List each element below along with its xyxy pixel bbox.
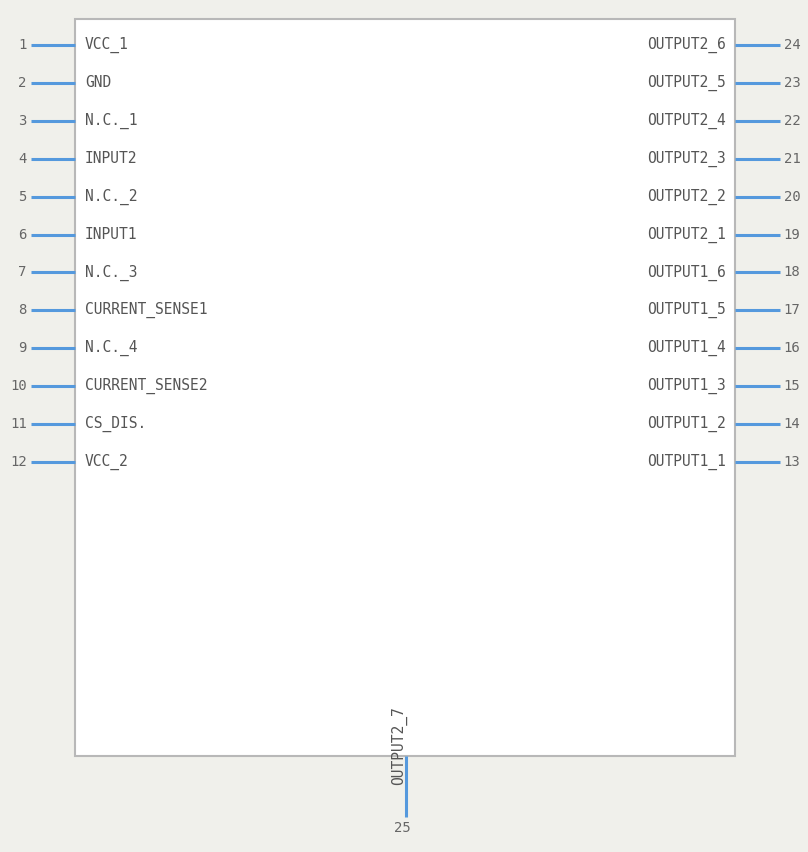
Text: CURRENT_SENSE2: CURRENT_SENSE2 <box>85 378 208 394</box>
Text: OUTPUT2_1: OUTPUT2_1 <box>647 227 726 243</box>
Text: 5: 5 <box>19 190 27 204</box>
Text: OUTPUT1_6: OUTPUT1_6 <box>647 264 726 280</box>
Text: VCC_1: VCC_1 <box>85 37 128 53</box>
Text: OUTPUT2_4: OUTPUT2_4 <box>647 112 726 129</box>
Text: 8: 8 <box>19 303 27 318</box>
Text: N.C._1: N.C._1 <box>85 112 137 129</box>
Text: 21: 21 <box>784 152 801 166</box>
Text: 22: 22 <box>784 114 801 128</box>
Text: OUTPUT1_5: OUTPUT1_5 <box>647 302 726 319</box>
Bar <box>75 19 735 756</box>
Text: GND: GND <box>85 76 111 90</box>
Text: 3: 3 <box>19 114 27 128</box>
Text: OUTPUT2_5: OUTPUT2_5 <box>647 75 726 91</box>
Text: OUTPUT1_4: OUTPUT1_4 <box>647 340 726 356</box>
Text: 7: 7 <box>19 266 27 279</box>
Text: 14: 14 <box>784 417 801 431</box>
Text: 15: 15 <box>784 379 801 394</box>
Text: 10: 10 <box>10 379 27 394</box>
Text: N.C._2: N.C._2 <box>85 188 137 204</box>
Text: 6: 6 <box>19 227 27 242</box>
Text: 23: 23 <box>784 76 801 90</box>
Text: 19: 19 <box>784 227 801 242</box>
Text: CS_DIS.: CS_DIS. <box>85 416 146 432</box>
Text: OUTPUT1_1: OUTPUT1_1 <box>647 454 726 470</box>
Text: 11: 11 <box>10 417 27 431</box>
Text: 12: 12 <box>10 455 27 469</box>
Text: OUTPUT2_7: OUTPUT2_7 <box>391 706 407 785</box>
Text: 1: 1 <box>19 38 27 52</box>
Text: CURRENT_SENSE1: CURRENT_SENSE1 <box>85 302 208 319</box>
Text: 2: 2 <box>19 76 27 90</box>
Text: OUTPUT1_3: OUTPUT1_3 <box>647 378 726 394</box>
Text: OUTPUT2_6: OUTPUT2_6 <box>647 37 726 53</box>
Text: 4: 4 <box>19 152 27 166</box>
Text: INPUT2: INPUT2 <box>85 152 137 166</box>
Text: N.C._3: N.C._3 <box>85 264 137 280</box>
Text: 20: 20 <box>784 190 801 204</box>
Text: 17: 17 <box>784 303 801 318</box>
Text: OUTPUT2_3: OUTPUT2_3 <box>647 151 726 167</box>
Text: OUTPUT1_2: OUTPUT1_2 <box>647 416 726 432</box>
Text: 25: 25 <box>394 821 411 835</box>
Text: INPUT1: INPUT1 <box>85 227 137 242</box>
Text: VCC_2: VCC_2 <box>85 454 128 470</box>
Text: 9: 9 <box>19 342 27 355</box>
Text: 24: 24 <box>784 38 801 52</box>
Text: OUTPUT2_2: OUTPUT2_2 <box>647 188 726 204</box>
Text: 16: 16 <box>784 342 801 355</box>
Text: 13: 13 <box>784 455 801 469</box>
Text: N.C._4: N.C._4 <box>85 340 137 356</box>
Text: 18: 18 <box>784 266 801 279</box>
